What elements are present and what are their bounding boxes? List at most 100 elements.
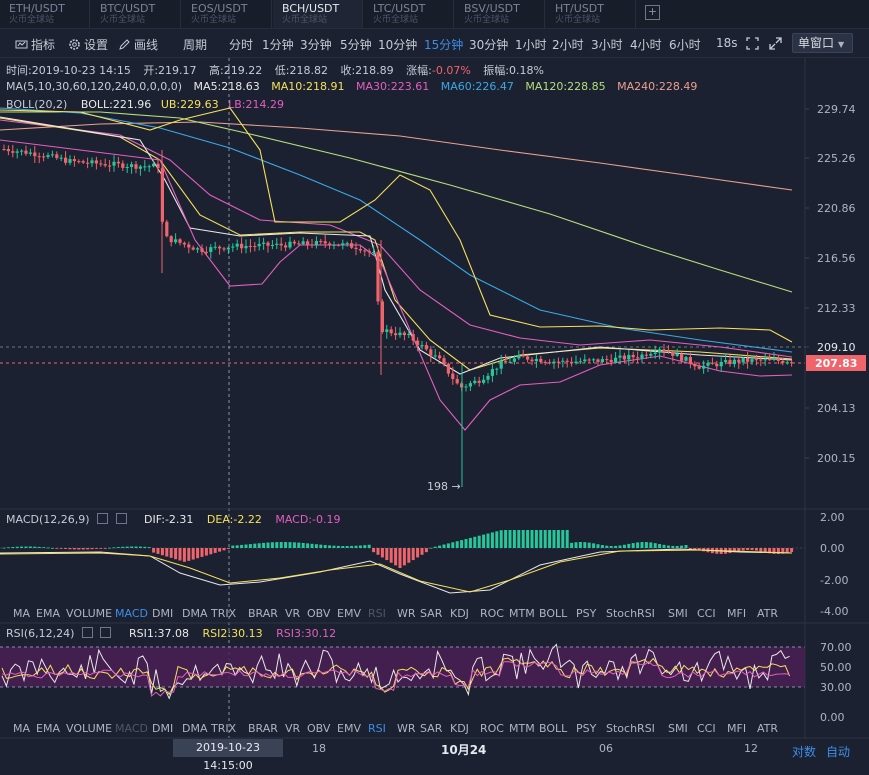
indicator-tab-rsi[interactable]: RSI bbox=[368, 722, 386, 735]
expand-icon[interactable] bbox=[769, 37, 782, 53]
indicator-tab-trix[interactable]: TRIX bbox=[211, 607, 237, 620]
indicator-tab-roc[interactable]: ROC bbox=[480, 722, 504, 735]
more-periods[interactable]: 18s bbox=[716, 36, 738, 50]
macd-bar bbox=[160, 548, 164, 556]
indicator-tab-brar[interactable]: BRAR bbox=[248, 722, 278, 735]
fullscreen-icon[interactable] bbox=[746, 37, 759, 53]
period-1[interactable]: 1分钟 bbox=[262, 38, 294, 52]
indicator-tab-dma[interactable]: DMA bbox=[182, 607, 208, 620]
ub-value: UB:229.63 bbox=[160, 98, 219, 111]
period-10[interactable]: 4小时 bbox=[630, 38, 662, 52]
period-6[interactable]: 30分钟 bbox=[469, 38, 509, 52]
indicator-tab-psy[interactable]: PSY bbox=[576, 722, 597, 735]
period-3[interactable]: 5分钟 bbox=[340, 38, 372, 52]
indicator-tab-wr[interactable]: WR bbox=[397, 607, 416, 620]
settings-small-icon[interactable] bbox=[81, 627, 93, 638]
indicator-tab-smi[interactable]: SMI bbox=[668, 722, 688, 735]
period-11[interactable]: 6小时 bbox=[669, 38, 701, 52]
period-4[interactable]: 10分钟 bbox=[378, 38, 418, 52]
pair-tab-btc[interactable]: BTC/USDT 火币全球站 bbox=[91, 0, 181, 28]
indicator-tab-volume[interactable]: VOLUME bbox=[66, 607, 113, 620]
indicator-tab-dmi[interactable]: DMI bbox=[152, 607, 174, 620]
indicator-tab-kdj[interactable]: KDJ bbox=[450, 607, 469, 620]
rsi-label: RSI(6,12,24) bbox=[6, 627, 75, 640]
indicator-tab-smi[interactable]: SMI bbox=[668, 607, 688, 620]
indicator-tab-trix[interactable]: TRIX bbox=[211, 722, 237, 735]
period-8[interactable]: 2小时 bbox=[552, 38, 584, 52]
macd-bar bbox=[508, 530, 512, 548]
indicator-tab-obv[interactable]: OBV bbox=[307, 607, 331, 620]
indicator-tab-vr[interactable]: VR bbox=[285, 607, 301, 620]
indicator-tab-mfi[interactable]: MFI bbox=[727, 607, 747, 620]
indicator-tab-ma[interactable]: MA bbox=[13, 607, 31, 620]
indicator-tab-obv[interactable]: OBV bbox=[307, 722, 331, 735]
indicator-tab-mtm[interactable]: MTM bbox=[509, 722, 535, 735]
log-scale-button[interactable]: 对数 bbox=[792, 745, 817, 759]
period-2[interactable]: 3分钟 bbox=[300, 38, 332, 52]
indicator-tab-dma[interactable]: DMA bbox=[182, 722, 208, 735]
candle-body bbox=[776, 359, 780, 361]
close-icon[interactable] bbox=[100, 627, 112, 638]
price-tick: 209.10 bbox=[817, 341, 856, 354]
indicator-tab-atr[interactable]: ATR bbox=[757, 607, 779, 620]
indicator-tab-roc[interactable]: ROC bbox=[480, 607, 504, 620]
candle-body bbox=[121, 163, 125, 168]
indicator-tab-vr[interactable]: VR bbox=[285, 722, 301, 735]
indicator-tab-ema[interactable]: EMA bbox=[36, 722, 60, 735]
indicator-tab-cci[interactable]: CCI bbox=[697, 722, 716, 735]
period-9[interactable]: 3小时 bbox=[591, 38, 623, 52]
pair-tab-bsv[interactable]: BSV/USDT 火币全球站 bbox=[455, 0, 545, 28]
period-7[interactable]: 1小时 bbox=[515, 38, 547, 52]
indicator-tab-stochrsi[interactable]: StochRSI bbox=[606, 722, 655, 735]
indicator-tab-boll[interactable]: BOLL bbox=[539, 607, 568, 620]
window-mode-select[interactable]: 单窗口 ▼ bbox=[792, 33, 853, 53]
indicator-tab-ema[interactable]: EMA bbox=[36, 607, 60, 620]
pair-tab-ht[interactable]: HT/USDT 火币全球站 bbox=[546, 0, 636, 28]
indicator-tab-mfi[interactable]: MFI bbox=[727, 722, 747, 735]
indicator-tab-kdj[interactable]: KDJ bbox=[450, 722, 469, 735]
add-tab-button[interactable]: + bbox=[645, 5, 660, 20]
indicator-tab-emv[interactable]: EMV bbox=[337, 722, 361, 735]
indicator-tab-atr[interactable]: ATR bbox=[757, 722, 779, 735]
indicator-tab-stochrsi[interactable]: StochRSI bbox=[606, 607, 655, 620]
candle-body bbox=[675, 353, 679, 356]
indicator-tab-boll[interactable]: BOLL bbox=[539, 722, 568, 735]
indicator-tab-brar[interactable]: BRAR bbox=[248, 607, 278, 620]
indicator-tab-rsi[interactable]: RSI bbox=[368, 607, 386, 620]
indicator-tab-volume[interactable]: VOLUME bbox=[66, 722, 113, 735]
indicator-tab-sar[interactable]: SAR bbox=[420, 607, 443, 620]
pair-tab-eos[interactable]: EOS/USDT 火币全球站 bbox=[182, 0, 272, 28]
macd-bar bbox=[596, 544, 600, 548]
pair-tab-eth[interactable]: ETH/USDT 火币全球站 bbox=[0, 0, 90, 28]
pair-tab-ltc[interactable]: LTC/USDT 火币全球站 bbox=[364, 0, 454, 28]
candle-body bbox=[187, 244, 191, 248]
candle-body bbox=[200, 248, 204, 252]
indicator-tab-mtm[interactable]: MTM bbox=[509, 607, 535, 620]
indicator-tab-sar[interactable]: SAR bbox=[420, 722, 443, 735]
settings-button[interactable]: 设置 bbox=[68, 36, 108, 53]
close-icon[interactable] bbox=[115, 513, 127, 524]
indicator-tab-ma[interactable]: MA bbox=[13, 722, 31, 735]
auto-scale-button[interactable]: 自动 bbox=[826, 745, 851, 759]
indicator-tab-emv[interactable]: EMV bbox=[337, 607, 361, 620]
macd-bar bbox=[666, 545, 670, 548]
indicator-tab-macd[interactable]: MACD bbox=[115, 607, 148, 620]
indicator-tab-psy[interactable]: PSY bbox=[576, 607, 597, 620]
tab-pair: BSV/USDT bbox=[464, 2, 520, 15]
period-5[interactable]: 15分钟 bbox=[424, 38, 464, 52]
macd-bar bbox=[543, 530, 547, 548]
indicators-button[interactable]: 指标 bbox=[15, 36, 55, 53]
settings-small-icon[interactable] bbox=[97, 513, 109, 524]
macd-bar bbox=[77, 548, 81, 550]
draw-label: 画线 bbox=[134, 38, 159, 52]
indicator-tab-wr[interactable]: WR bbox=[397, 722, 416, 735]
macd-bar bbox=[284, 542, 288, 548]
candle-body bbox=[526, 356, 530, 360]
indicator-tab-dmi[interactable]: DMI bbox=[152, 722, 174, 735]
indicator-tab-cci[interactable]: CCI bbox=[697, 607, 716, 620]
draw-button[interactable]: 画线 bbox=[118, 36, 158, 53]
pair-tab-bch[interactable]: BCH/USDT 火币全球站 bbox=[273, 0, 363, 28]
indicator-tab-macd[interactable]: MACD bbox=[115, 722, 148, 735]
period-0[interactable]: 分时 bbox=[229, 38, 254, 52]
